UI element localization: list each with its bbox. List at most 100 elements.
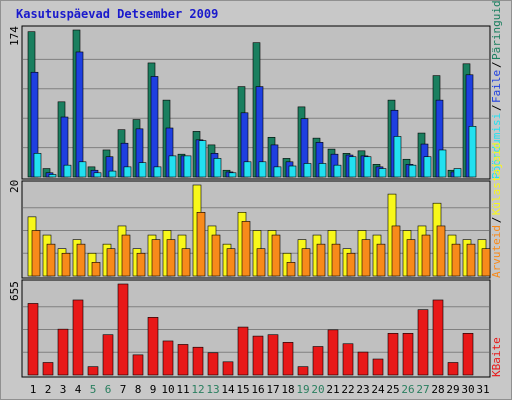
- bar-pages-day-29: [453, 168, 462, 178]
- bar-kbytes-day-30: [462, 333, 474, 376]
- x-tick-day-20: 20: [311, 383, 324, 396]
- bar-pages-day-16: [258, 161, 267, 178]
- legend-files: Faile: [490, 70, 503, 103]
- x-tick-day-21: 21: [326, 383, 339, 396]
- bar-sites-day-11: [181, 248, 191, 277]
- bar-pages-day-17: [273, 166, 282, 178]
- bar-sites-day-2: [46, 243, 56, 277]
- bar-sites-day-23: [361, 239, 371, 277]
- bar-kbytes-day-28: [432, 299, 444, 376]
- x-tick-day-11: 11: [176, 383, 189, 396]
- bar-kbytes-day-19: [297, 366, 309, 376]
- legend-pages: Pöördumisi: [490, 113, 503, 179]
- bar-pages-day-27: [423, 156, 432, 178]
- bar-kbytes-day-5: [87, 366, 99, 376]
- bar-kbytes-day-11: [177, 344, 189, 376]
- bar-sites-day-17: [271, 234, 281, 277]
- bar-sites-day-27: [421, 234, 431, 277]
- bars-layer: [23, 29, 491, 376]
- bar-sites-day-13: [211, 234, 221, 277]
- bar-pages-day-5: [93, 172, 102, 178]
- bar-kbytes-day-10: [162, 340, 174, 376]
- x-tick-day-2: 2: [45, 383, 52, 396]
- bar-pages-day-9: [153, 166, 162, 178]
- bar-kbytes-day-14: [222, 361, 234, 376]
- bar-pages-day-23: [363, 156, 372, 178]
- middle-scale-label: 20: [8, 180, 21, 193]
- bar-sites-day-18: [286, 262, 296, 277]
- bar-sites-day-5: [91, 262, 101, 277]
- bar-sites-day-31: [481, 248, 491, 277]
- bar-pages-day-7: [123, 166, 132, 178]
- bar-kbytes-day-23: [357, 351, 369, 376]
- bar-kbytes-day-29: [447, 362, 459, 376]
- x-tick-day-4: 4: [75, 383, 82, 396]
- bar-pages-day-19: [303, 163, 312, 178]
- bar-sites-day-7: [121, 234, 131, 277]
- bar-kbytes-day-18: [282, 342, 294, 376]
- x-tick-day-12: 12: [191, 383, 204, 396]
- legends: Pöördumisi/Faile/PäringuidArvuteid/Külas…: [490, 0, 503, 377]
- bar-sites-day-19: [301, 248, 311, 277]
- bar-kbytes-day-8: [132, 354, 144, 376]
- bar-pages-day-8: [138, 162, 147, 178]
- bar-kbytes-day-16: [252, 335, 264, 376]
- legend-separator: /: [490, 61, 503, 68]
- x-tick-day-28: 28: [431, 383, 444, 396]
- bar-pages-day-4: [78, 161, 87, 178]
- bar-sites-day-15: [241, 221, 251, 277]
- bar-pages-day-24: [378, 168, 387, 178]
- bar-kbytes-day-1: [27, 303, 39, 376]
- bar-kbytes-day-4: [72, 299, 84, 376]
- bar-sites-day-22: [346, 252, 356, 277]
- bar-sites-day-6: [106, 248, 116, 277]
- bar-sites-day-28: [436, 225, 446, 277]
- bar-kbytes-day-21: [327, 329, 339, 376]
- legend-hits: Päringuid: [490, 0, 503, 60]
- bar-pages-day-12: [198, 140, 207, 178]
- bar-kbytes-day-9: [147, 317, 159, 376]
- bar-sites-day-29: [451, 243, 461, 277]
- x-tick-day-14: 14: [221, 383, 235, 396]
- x-tick-day-31: 31: [476, 383, 489, 396]
- bar-kbytes-day-26: [402, 333, 414, 376]
- bar-sites-day-12: [196, 212, 206, 277]
- x-tick-day-23: 23: [356, 383, 369, 396]
- bar-pages-day-11: [183, 155, 192, 178]
- legend-sites: Arvuteid: [490, 225, 503, 278]
- bar-sites-day-8: [136, 252, 146, 277]
- x-tick-day-6: 6: [105, 383, 112, 396]
- bar-kbytes-day-17: [267, 334, 279, 376]
- top-scale-label: 174: [8, 26, 21, 46]
- x-tick-day-29: 29: [446, 383, 459, 396]
- legend-separator: /: [490, 217, 503, 224]
- bar-kbytes-day-24: [372, 358, 384, 376]
- bar-pages-day-14: [228, 172, 237, 178]
- x-tick-day-7: 7: [120, 383, 127, 396]
- bar-kbytes-day-22: [342, 343, 354, 376]
- x-tick-day-26: 26: [401, 383, 414, 396]
- bar-kbytes-day-3: [57, 328, 69, 376]
- bar-sites-day-24: [376, 243, 386, 277]
- x-tick-day-18: 18: [281, 383, 294, 396]
- bar-pages-day-20: [318, 163, 327, 178]
- x-tick-day-27: 27: [416, 383, 429, 396]
- x-tick-day-5: 5: [90, 383, 97, 396]
- x-tick-day-16: 16: [251, 383, 264, 396]
- bottom-scale-label: 655: [8, 281, 21, 301]
- bar-kbytes-day-27: [417, 309, 429, 376]
- x-tick-day-15: 15: [236, 383, 249, 396]
- bar-files-day-9: [150, 76, 159, 178]
- x-tick-day-22: 22: [341, 383, 354, 396]
- x-tick-labels: 1 2 3 4 5 6 7 8 9 10 11 12 13 14 15 16 17 18 19 20 21 22 23 24 2…: [30, 383, 490, 396]
- bar-pages-day-22: [348, 156, 357, 178]
- bar-sites-day-26: [406, 239, 416, 277]
- legend-kbytes: KBaite: [490, 337, 503, 377]
- bar-pages-day-2: [48, 174, 57, 178]
- bar-sites-day-25: [391, 225, 401, 277]
- x-tick-day-13: 13: [206, 383, 219, 396]
- bar-pages-day-1: [33, 153, 42, 178]
- bar-sites-day-16: [256, 248, 266, 277]
- bar-sites-day-10: [166, 239, 176, 277]
